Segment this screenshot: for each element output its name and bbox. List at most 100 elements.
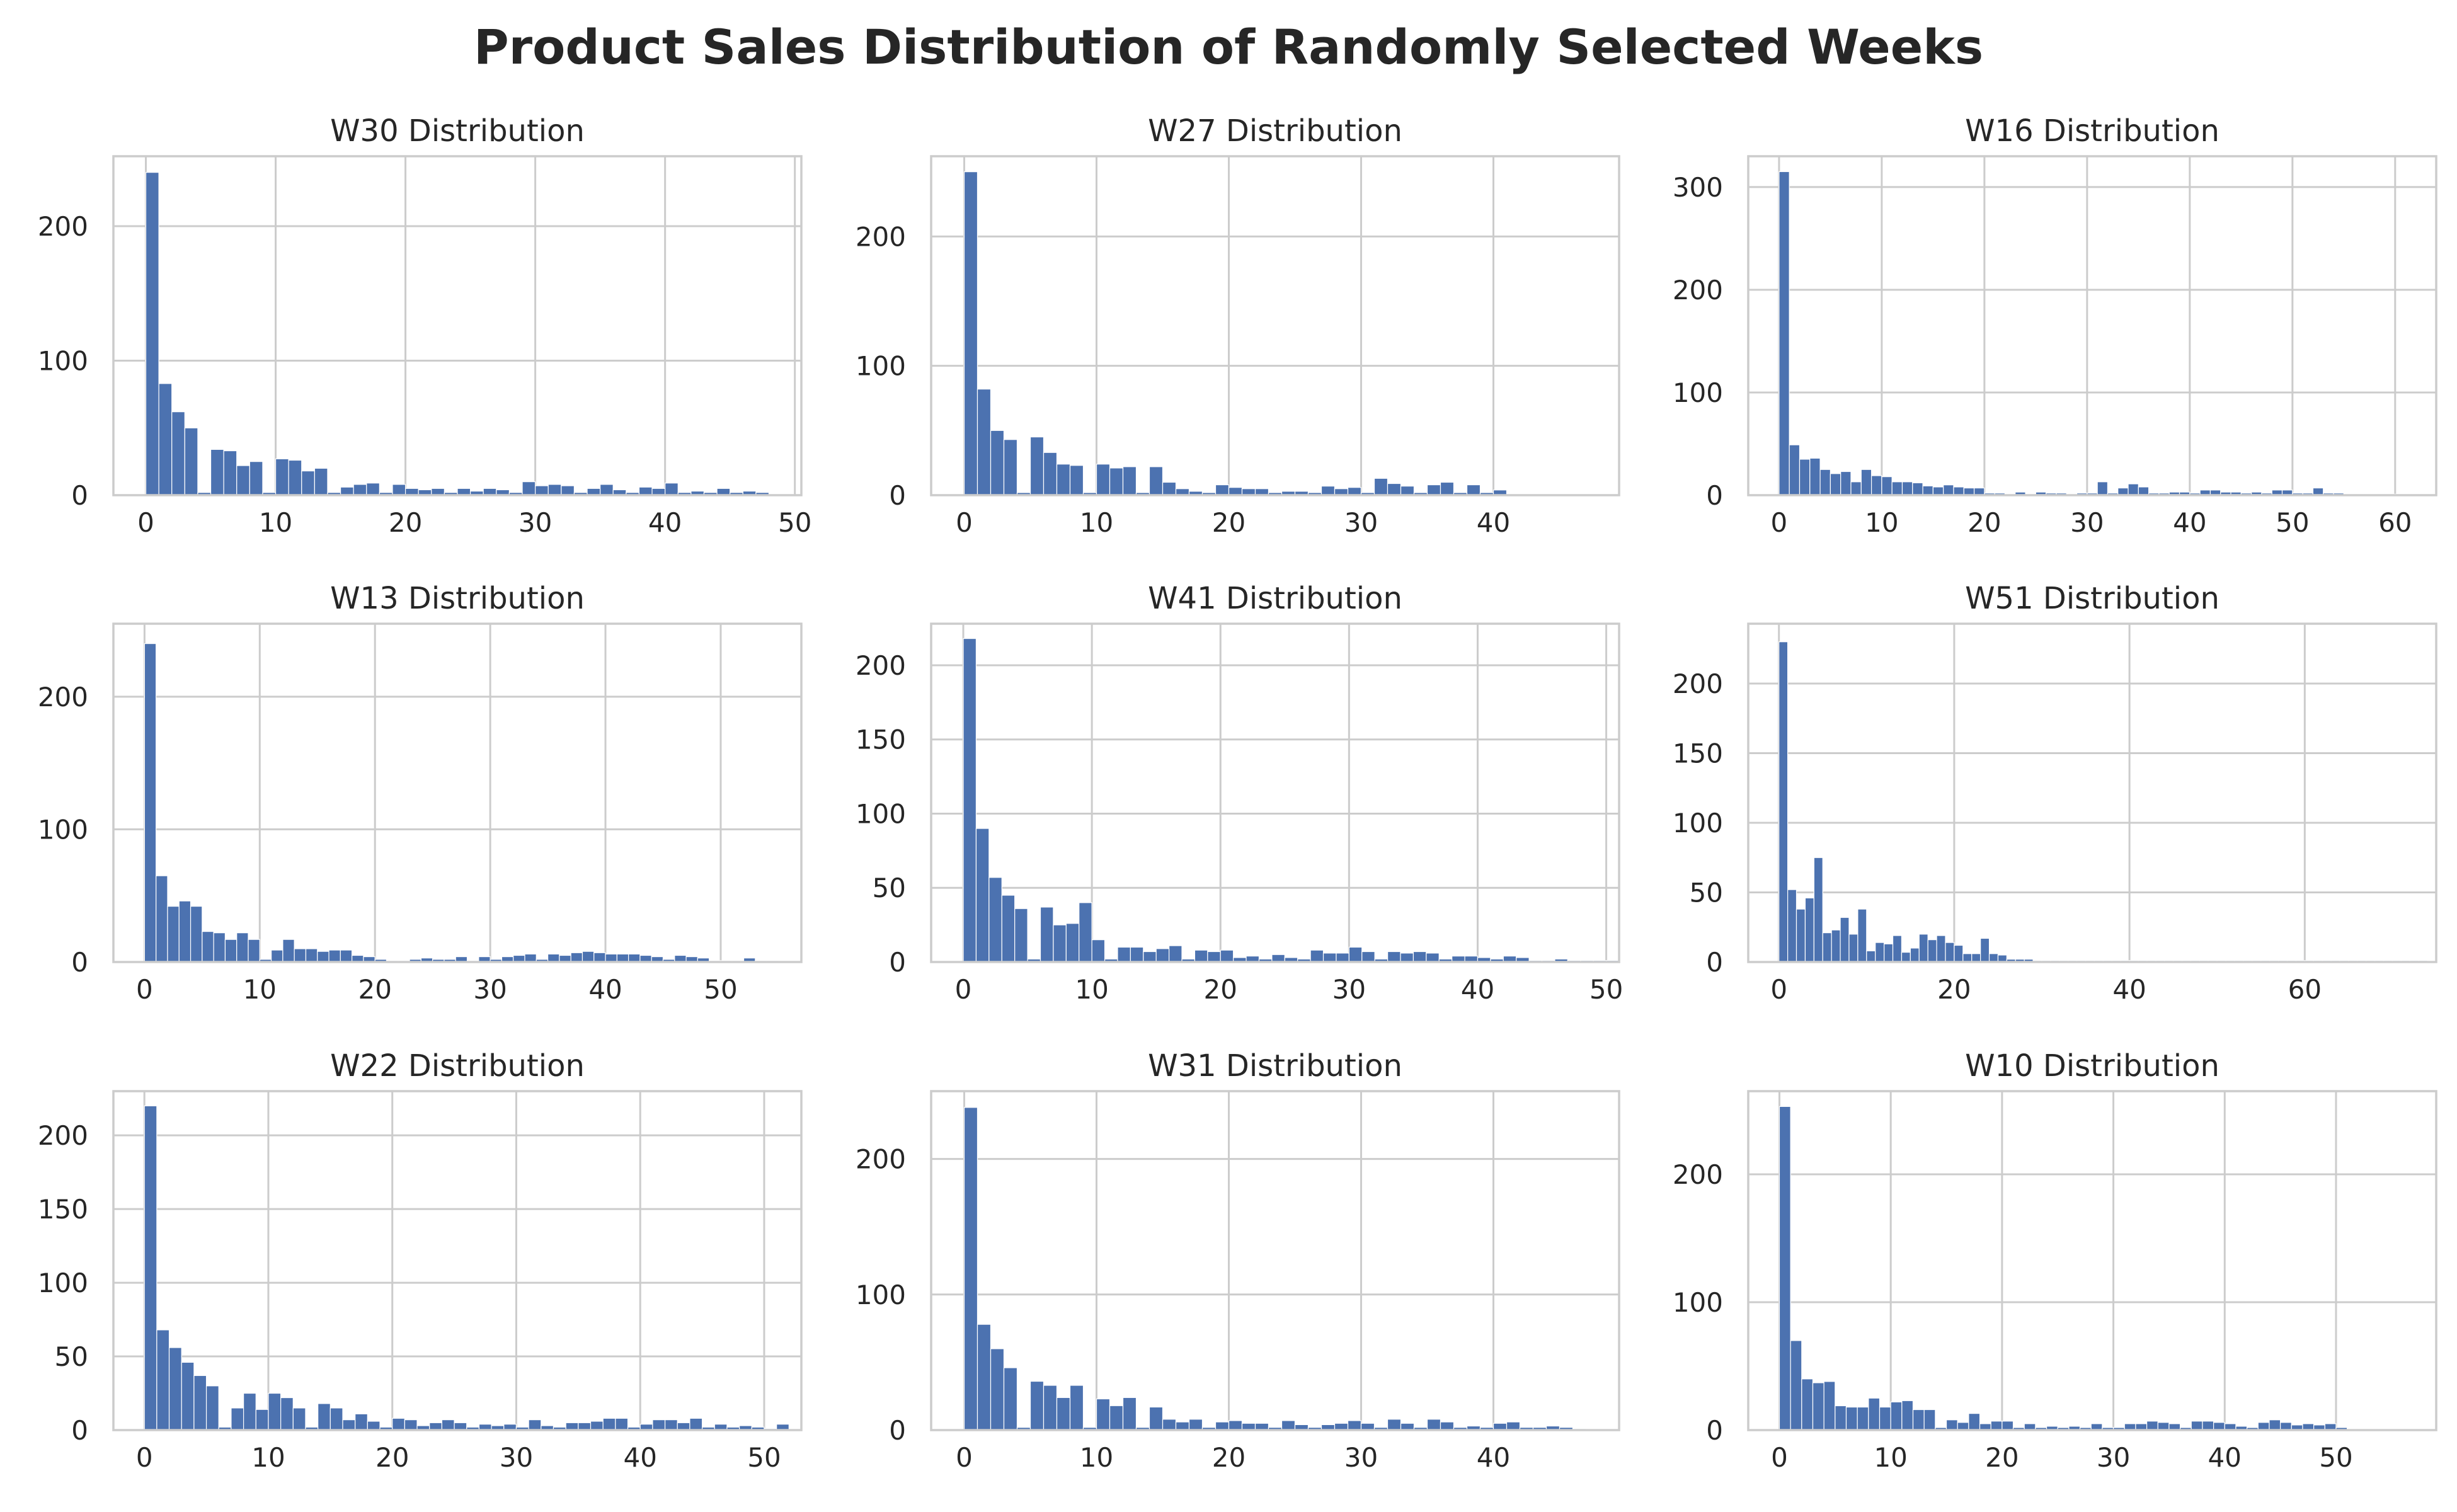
histogram-bar	[328, 949, 341, 963]
histogram-bar	[1043, 1385, 1058, 1431]
histogram-bar	[1819, 469, 1831, 496]
y-tick-label: 100	[856, 351, 906, 382]
histogram-bar	[1271, 954, 1285, 963]
histogram-bar	[1029, 1380, 1045, 1431]
histogram-bar	[1426, 484, 1441, 496]
histogram-panel-4: 0 10 20 30 40 50 0 100 200 W13 Distribution	[38, 581, 803, 1005]
histogram-bar	[1936, 935, 1946, 963]
histogram-bar	[2146, 1421, 2158, 1431]
histogram-bar	[1387, 1419, 1402, 1431]
y-tick-label: 50	[1690, 878, 1723, 908]
histogram-bar	[1840, 917, 1850, 963]
histogram-bar	[1922, 485, 1933, 496]
y-tick-label: 200	[1673, 668, 1723, 699]
x-tick-label: 30	[473, 974, 507, 1005]
y-tick-label: 100	[856, 798, 906, 829]
histogram-bar	[1945, 942, 1955, 963]
histogram-bar	[1892, 935, 1903, 963]
histogram-bar	[565, 1422, 579, 1431]
x-tick-label: 50	[2319, 1442, 2352, 1473]
y-tick-label: 150	[856, 724, 906, 755]
x-tick-label: 10	[1865, 507, 1898, 538]
histogram-bar	[340, 486, 354, 496]
histogram-bar	[652, 1419, 666, 1431]
histogram-bar	[156, 875, 168, 963]
histogram-bar	[1043, 452, 1058, 496]
histogram-bar	[249, 461, 263, 496]
x-tick-label: 40	[1477, 1442, 1510, 1473]
histogram-bar	[1440, 1421, 1455, 1431]
histogram-bar	[355, 1413, 368, 1431]
histogram-bar	[1122, 466, 1137, 496]
y-tick-label: 150	[38, 1194, 88, 1225]
histogram-bar	[305, 948, 318, 963]
x-tick-label: 30	[1332, 974, 1366, 1005]
x-tick-label: 10	[243, 974, 277, 1005]
histogram-bar	[1079, 902, 1092, 963]
histogram-bar	[1014, 908, 1028, 963]
histogram-bar	[1412, 951, 1427, 963]
histogram-bar	[367, 1421, 381, 1431]
histogram-bar	[535, 485, 549, 496]
y-tick-label: 100	[38, 1268, 88, 1298]
histogram-bar	[1918, 934, 1928, 963]
plot-area	[931, 1091, 1619, 1430]
plot-area	[931, 624, 1619, 962]
histogram-bar	[1875, 942, 1885, 963]
y-tick-label: 0	[889, 480, 906, 511]
histogram-bar	[2213, 1422, 2225, 1431]
x-tick-label: 30	[2097, 1442, 2130, 1473]
x-tick-label: 40	[2112, 974, 2146, 1005]
histogram-bar	[1143, 951, 1157, 963]
histogram-bar	[561, 485, 575, 496]
histogram-bar	[156, 1329, 170, 1431]
histogram-bar	[1003, 1367, 1018, 1431]
histogram-bar	[144, 643, 157, 963]
histogram-bar	[248, 939, 260, 963]
x-tick-label: 10	[251, 1442, 285, 1473]
histogram-bar	[1845, 1406, 1858, 1431]
histogram-bar	[1347, 1420, 1362, 1431]
plot-area	[1748, 156, 2436, 495]
histogram-bar	[605, 953, 617, 963]
x-tick-label: 30	[500, 1442, 533, 1473]
histogram-bar	[1056, 464, 1071, 496]
histogram-panel-2: 0 10 20 30 40 0 100 200 W27 Distribution	[856, 113, 1620, 538]
histogram-bar	[2280, 1422, 2292, 1431]
y-tick-label: 200	[1673, 1159, 1723, 1190]
histogram-bar	[1822, 932, 1832, 963]
histogram-bar	[1109, 1405, 1124, 1431]
y-tick-label: 200	[38, 682, 88, 713]
histogram-bar	[213, 932, 226, 963]
histogram-bar	[524, 953, 537, 963]
histogram-bar	[1040, 907, 1054, 963]
subplot-title: W10 Distribution	[1965, 1048, 2219, 1084]
histogram-bar	[593, 952, 606, 963]
plot-frame	[112, 1090, 803, 1431]
histogram-bar	[1426, 953, 1440, 963]
histogram-bar	[294, 948, 307, 963]
subplot-title: W22 Distribution	[330, 1048, 585, 1084]
histogram-bar	[1812, 1382, 1824, 1431]
histogram-bar	[342, 1419, 356, 1431]
histogram-bar	[1148, 1406, 1164, 1431]
histogram-bar	[1857, 1406, 1869, 1431]
x-tick-label: 20	[1212, 507, 1246, 538]
histogram-bar	[144, 1105, 158, 1431]
histogram-bar	[1194, 949, 1208, 963]
x-tick-label: 50	[778, 507, 811, 538]
histogram-bar	[178, 900, 192, 963]
histogram-bar	[1001, 895, 1016, 963]
histogram-bar	[1228, 487, 1243, 496]
histogram-bar	[454, 1422, 467, 1431]
histogram-bar	[2191, 1421, 2203, 1431]
x-tick-label: 20	[358, 974, 391, 1005]
x-tick-label: 10	[1080, 1442, 1113, 1473]
histogram-bar	[181, 1361, 195, 1431]
histogram-bar	[292, 1407, 306, 1431]
histogram-bar	[1069, 465, 1084, 496]
histogram-bar	[1778, 641, 1789, 963]
histogram-bar	[1912, 1409, 1925, 1431]
histogram-bar	[1830, 473, 1841, 496]
x-tick-label: 20	[1985, 1442, 2019, 1473]
